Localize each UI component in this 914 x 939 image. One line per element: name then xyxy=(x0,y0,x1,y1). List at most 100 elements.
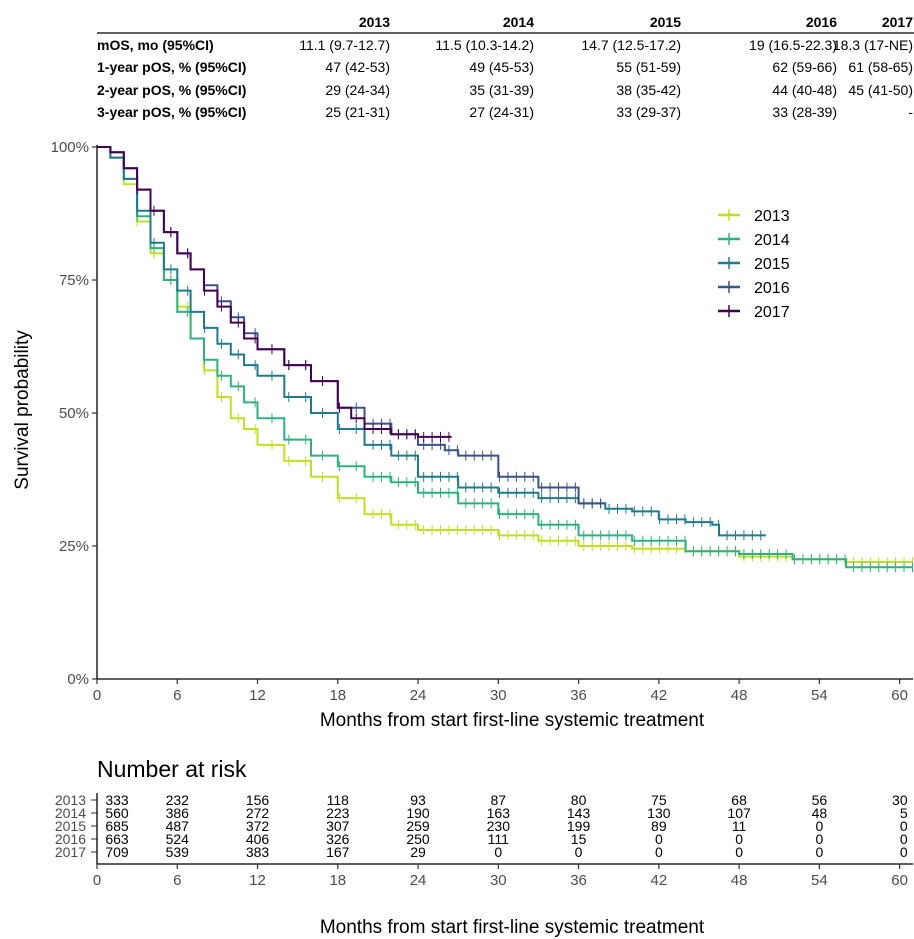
risk-cell: 56 xyxy=(812,792,828,808)
risk-cell: 539 xyxy=(166,844,190,860)
x-tick-label: 60 xyxy=(891,687,908,704)
risk-cell: 487 xyxy=(166,818,190,834)
risk-cell: 223 xyxy=(326,805,350,821)
risk-cell: 663 xyxy=(105,831,129,847)
km-curve-2015 xyxy=(97,146,766,537)
table-cell: 45 (41-50) xyxy=(848,82,913,98)
x-tick-label: 12 xyxy=(249,687,266,704)
risk-cell: 30 xyxy=(892,792,908,808)
risk-x-tick-label: 48 xyxy=(731,872,748,889)
y-tick-label: 0% xyxy=(67,671,89,688)
legend-item-2016: 2016 xyxy=(718,280,790,297)
x-tick-label: 42 xyxy=(650,687,667,704)
x-axis-title: Months from start first-line systemic tr… xyxy=(320,710,705,731)
x-tick-label: 30 xyxy=(490,687,507,704)
risk-cell: 190 xyxy=(406,805,430,821)
risk-cell: 524 xyxy=(166,831,190,847)
risk-cell: 167 xyxy=(326,844,350,860)
km-curve-2013 xyxy=(97,146,913,563)
km-axes: 0% 25% 50% 75% 100% 0 6 12 18 24 30 36 42 48 54 60 xyxy=(51,139,913,704)
risk-cell: 0 xyxy=(900,818,908,834)
risk-x-tick-label: 30 xyxy=(490,872,507,889)
risk-cell: 0 xyxy=(494,844,502,860)
legend-label: 2014 xyxy=(754,232,790,249)
risk-cell: 0 xyxy=(815,844,823,860)
risk-cell: 709 xyxy=(105,844,129,860)
risk-table-title: Number at risk xyxy=(97,756,247,782)
risk-cell: 326 xyxy=(326,831,350,847)
table-cell: 14.7 (12.5-17.2) xyxy=(581,37,681,53)
y-axis-title: Survival probability xyxy=(12,330,33,490)
censor-marks-2017 xyxy=(136,184,450,442)
table-row-label: 1-year pOS, % (95%CI) xyxy=(97,59,246,75)
table-cell: 11.5 (10.3-14.2) xyxy=(435,37,534,53)
risk-cell: 29 xyxy=(410,844,426,860)
risk-cell: 75 xyxy=(651,792,667,808)
risk-cell: 89 xyxy=(651,818,667,834)
risk-cell: 259 xyxy=(406,818,430,834)
x-tick-label: 6 xyxy=(173,687,181,704)
table-cell: 33 (28-39) xyxy=(772,104,837,120)
risk-x-tick-label: 36 xyxy=(570,872,587,889)
legend-label: 2013 xyxy=(754,208,790,225)
risk-cell: 250 xyxy=(406,831,430,847)
risk-cell: 0 xyxy=(655,844,663,860)
risk-cell: 163 xyxy=(487,805,511,821)
risk-x-tick-label: 12 xyxy=(249,872,266,889)
risk-cell: 5 xyxy=(900,805,908,821)
x-tick-label: 24 xyxy=(410,687,427,704)
legend-label: 2017 xyxy=(754,304,790,321)
censor-marks-2015 xyxy=(136,205,762,541)
summary-table: 2013 2014 2015 2016 2017 mOS, mo (95%CI) 11.1 … xyxy=(97,14,914,120)
table-cell: 55 (51-59) xyxy=(616,59,681,75)
risk-cell: 0 xyxy=(815,818,823,834)
legend-item-2015: 2015 xyxy=(718,256,790,273)
table-row-label: mOS, mo (95%CI) xyxy=(97,37,214,53)
censor-marks-2016 xyxy=(136,184,602,509)
km-curves xyxy=(97,146,913,573)
km-curve-2014 xyxy=(97,146,913,569)
risk-cell: 80 xyxy=(571,792,587,808)
y-tick-label: 25% xyxy=(59,538,89,555)
table-cell: - xyxy=(908,104,913,120)
risk-cell: 0 xyxy=(900,844,908,860)
risk-cell: 11 xyxy=(732,818,747,834)
y-tick-label: 100% xyxy=(51,139,89,156)
risk-cell: 130 xyxy=(647,805,671,821)
table-cell: 61 (58-65) xyxy=(848,59,913,75)
risk-cell: 230 xyxy=(487,818,511,834)
table-cell: 49 (45-53) xyxy=(469,59,534,75)
risk-cell: 93 xyxy=(410,792,426,808)
table-cell: 62 (59-66) xyxy=(772,59,837,75)
chart-legend: 2013 2014 2015 2016 2017 xyxy=(718,208,790,321)
risk-cell: 143 xyxy=(567,805,591,821)
table-col-header: 2017 xyxy=(882,14,913,30)
risk-row-label: 2016 xyxy=(55,831,86,847)
risk-row-label: 2014 xyxy=(55,805,86,821)
risk-x-tick-label: 6 xyxy=(173,872,181,889)
x-tick-label: 48 xyxy=(731,687,748,704)
legend-item-2013: 2013 xyxy=(718,208,790,225)
risk-cell: 272 xyxy=(246,805,270,821)
table-col-header: 2014 xyxy=(503,14,534,30)
risk-cell: 685 xyxy=(105,818,129,834)
table-cell: 44 (40-48) xyxy=(772,82,837,98)
risk-cell: 560 xyxy=(105,805,129,821)
table-cell: 25 (21-31) xyxy=(325,104,390,120)
risk-x-tick-label: 42 xyxy=(650,872,667,889)
risk-x-axis-title: Months from start first-line systemic tr… xyxy=(320,917,705,938)
table-cell: 27 (24-31) xyxy=(469,104,534,120)
risk-cell: 118 xyxy=(327,792,350,808)
risk-cell: 386 xyxy=(166,805,190,821)
risk-cell: 111 xyxy=(488,831,509,847)
risk-cell: 107 xyxy=(727,805,751,821)
risk-x-tick-label: 18 xyxy=(329,872,346,889)
risk-table: Number at risk 2013 333 232 156 118 93 87 80 75 6… xyxy=(55,756,913,938)
risk-x-tick-label: 0 xyxy=(93,872,101,889)
risk-cell: 0 xyxy=(900,831,908,847)
risk-cell: 0 xyxy=(735,831,743,847)
table-cell: 18.3 (17-NE) xyxy=(833,37,913,53)
y-tick-label: 75% xyxy=(59,272,89,289)
